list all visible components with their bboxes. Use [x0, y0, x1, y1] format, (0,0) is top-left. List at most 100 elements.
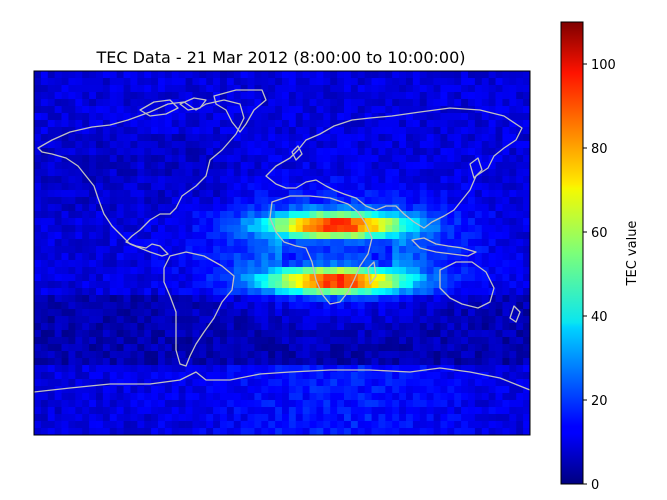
heatmap-cell [399, 183, 407, 191]
heatmap-cell [206, 113, 214, 121]
heatmap-cell [178, 141, 186, 149]
heatmap-cell [158, 253, 166, 261]
heatmap-cell [206, 183, 214, 191]
heatmap-cell [433, 197, 441, 205]
heatmap-cell [275, 316, 283, 324]
heatmap-cell [192, 337, 200, 345]
heatmap-cell [385, 386, 393, 394]
heatmap-cell [337, 407, 345, 415]
heatmap-cell [516, 267, 524, 275]
heatmap-cell [261, 344, 269, 352]
heatmap-cell [288, 225, 297, 233]
heatmap-cell [47, 148, 56, 156]
heatmap-cell [61, 183, 69, 191]
heatmap-cell [68, 218, 76, 226]
heatmap-cell [378, 85, 386, 93]
heatmap-cell [116, 113, 124, 121]
heatmap-cell [47, 337, 56, 345]
heatmap-cell [481, 71, 490, 79]
heatmap-cell [474, 141, 483, 149]
heatmap-cell [412, 323, 421, 331]
heatmap-cell [144, 141, 152, 149]
heatmap-cell [509, 309, 517, 317]
heatmap-cell [185, 295, 193, 303]
heatmap-cell [399, 358, 407, 366]
heatmap-cell [468, 197, 476, 205]
heatmap-cell [406, 267, 414, 275]
heatmap-cell [282, 78, 290, 86]
heatmap-cell [295, 365, 304, 373]
heatmap-cell [109, 155, 118, 163]
heatmap-cell [82, 281, 90, 289]
heatmap-cell [406, 127, 414, 135]
heatmap-cell [261, 176, 269, 184]
heatmap-cell [178, 414, 186, 422]
heatmap-cell [523, 239, 530, 247]
heatmap-cell [261, 386, 269, 394]
heatmap-cell [364, 288, 372, 296]
heatmap-cell [488, 302, 496, 310]
heatmap-cell [144, 330, 152, 338]
heatmap-cell [89, 211, 97, 219]
heatmap-cell [34, 358, 42, 366]
heatmap-cell [226, 176, 235, 184]
heatmap-cell [302, 372, 310, 380]
heatmap-cell [295, 232, 304, 240]
heatmap-cell [364, 428, 372, 435]
heatmap-cell [178, 169, 186, 177]
heatmap-cell [399, 274, 407, 282]
heatmap-cell [282, 232, 290, 240]
heatmap-cell [399, 365, 407, 373]
heatmap-cell [96, 225, 104, 233]
heatmap-cell [82, 428, 90, 435]
heatmap-cell [206, 211, 214, 219]
heatmap-cell [268, 99, 276, 107]
heatmap-cell [206, 379, 214, 387]
heatmap-cell [199, 183, 207, 191]
heatmap-cell [337, 379, 345, 387]
heatmap-cell [82, 316, 90, 324]
heatmap-cell [240, 141, 248, 149]
heatmap-cell [502, 393, 510, 401]
heatmap-cell [61, 414, 69, 422]
heatmap-cell [109, 365, 118, 373]
heatmap-cell [47, 162, 56, 170]
heatmap-cell [233, 421, 242, 429]
heatmap-cell [447, 421, 455, 429]
heatmap-cell [34, 71, 42, 79]
heatmap-cell [240, 71, 248, 79]
heatmap-cell [34, 421, 42, 429]
heatmap-cell [151, 414, 159, 422]
heatmap-cell [254, 281, 262, 289]
heatmap-cell [185, 428, 193, 435]
heatmap-cell [468, 316, 476, 324]
heatmap-cell [330, 323, 338, 331]
heatmap-cell [213, 386, 221, 394]
heatmap-cell [295, 218, 304, 226]
heatmap-cell [385, 92, 393, 100]
heatmap-cell [357, 127, 366, 135]
heatmap-cell [371, 99, 379, 107]
heatmap-cell [34, 239, 42, 247]
heatmap-cell [171, 421, 180, 429]
heatmap-cell [130, 204, 138, 212]
heatmap-cell [158, 323, 166, 331]
heatmap-cell [68, 414, 76, 422]
heatmap-cell [261, 365, 269, 373]
heatmap-cell [164, 393, 173, 401]
heatmap-cell [137, 421, 145, 429]
heatmap-cell [440, 71, 448, 79]
heatmap-cell [192, 190, 200, 198]
heatmap-cell [137, 190, 145, 198]
heatmap-cell [357, 267, 366, 275]
heatmap-cell [378, 344, 386, 352]
heatmap-cell [350, 295, 359, 303]
heatmap-cell [516, 211, 524, 219]
heatmap-cell [433, 330, 441, 338]
heatmap-cell [116, 197, 124, 205]
heatmap-cell [82, 295, 90, 303]
heatmap-cell [144, 267, 152, 275]
heatmap-cell [385, 99, 393, 107]
heatmap-cell [440, 78, 448, 86]
heatmap-cell [350, 176, 359, 184]
